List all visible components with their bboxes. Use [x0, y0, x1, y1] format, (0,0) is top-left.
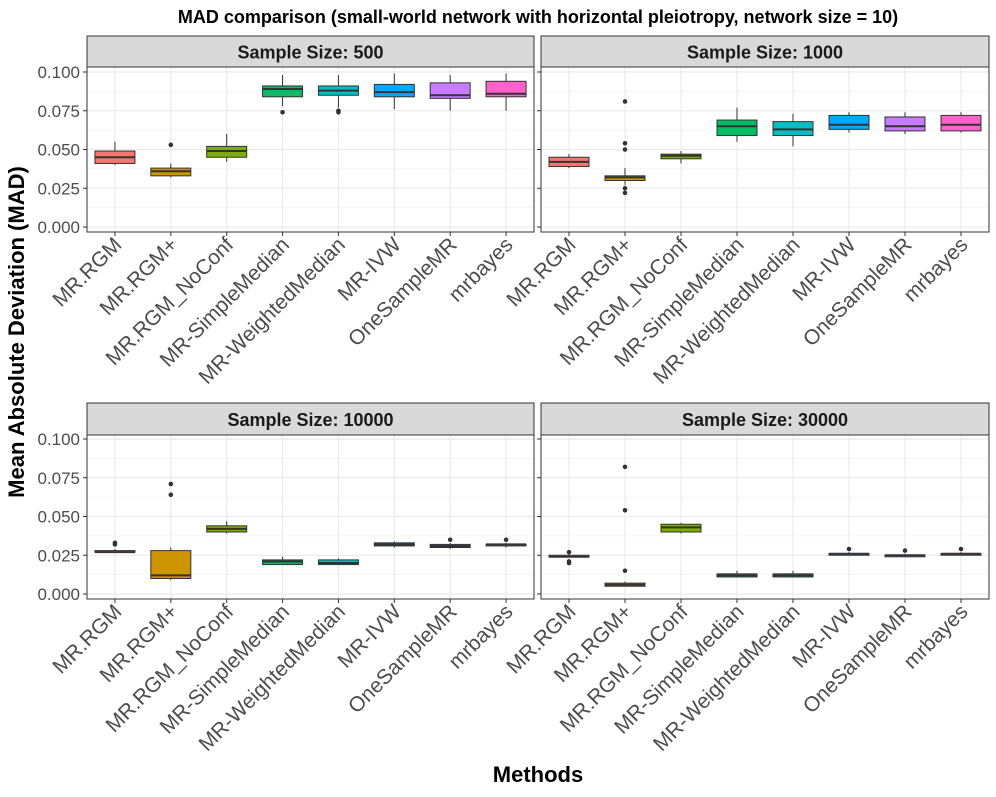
box-MR.RGM+: [604, 99, 646, 196]
box-MR.RGM: [94, 141, 136, 165]
outlier-point: [280, 110, 285, 115]
y-tick-label: 0.050: [37, 141, 80, 160]
facet-strip-label: Sample Size: 1000: [687, 43, 843, 63]
box-MR-SimpleMedian: [716, 570, 758, 578]
chart-title: MAD comparison (small-world network with…: [178, 7, 898, 27]
outlier-point: [622, 99, 628, 104]
box-MR-IVW: [828, 112, 870, 133]
box-MR-WeightedMedian: [772, 113, 814, 147]
outlier-point: [622, 147, 628, 152]
y-tick-label: 0.075: [37, 469, 80, 488]
outlier-point: [168, 142, 174, 148]
y-tick-label: 0.100: [37, 430, 80, 449]
box-OneSampleMR: [429, 75, 471, 111]
outlier-point: [846, 546, 852, 552]
y-tick-label: 0.000: [37, 585, 80, 604]
box-MR.RGM+: [150, 481, 192, 581]
box-MR.RGM: [548, 549, 590, 566]
box-body: [828, 114, 870, 130]
outlier-point: [902, 548, 908, 553]
facet-strip: [540, 35, 990, 68]
box-MR-SimpleMedian: [716, 107, 758, 142]
box-MR.RGM_NoConf: [660, 151, 702, 164]
facet-strip-label: Sample Size: 10000: [227, 410, 393, 430]
box-MR.RGM: [548, 154, 590, 169]
box-MR.RGM+: [604, 464, 646, 587]
outlier-point: [566, 560, 572, 566]
box-MR.RGM_NoConf: [660, 522, 702, 534]
y-tick-label: 0.025: [37, 546, 80, 565]
box-MR.RGM+: [150, 142, 192, 178]
outlier-point: [566, 549, 572, 555]
facet-panel: Sample Size: 1000MR.RGMMR.RGM+MR.RGM_NoC…: [502, 35, 990, 389]
box-body: [262, 85, 304, 98]
outlier-point: [622, 508, 628, 513]
box-body: [716, 119, 758, 137]
box-OneSampleMR: [884, 548, 926, 558]
outlier-point: [622, 464, 628, 470]
facet-panel: Sample Size: 10000 0.000 0.025 0.050 0.075 0.…: [37, 402, 535, 756]
outlier-point: [622, 190, 628, 196]
facet-strip: [86, 402, 535, 436]
x-axis-title: Methods: [493, 762, 583, 787]
outlier-point: [168, 481, 174, 487]
box-mrbayes: [485, 73, 527, 111]
box-OneSampleMR: [429, 537, 471, 550]
box-mrbayes: [940, 546, 982, 556]
box-MR.RGM: [94, 540, 136, 554]
box-MR-IVW: [828, 546, 870, 556]
box-OneSampleMR: [884, 112, 926, 134]
y-tick-label: 0.100: [37, 63, 80, 82]
outlier-point: [622, 185, 628, 191]
box-MR-SimpleMedian: [262, 556, 304, 566]
box-MR-WeightedMedian: [317, 558, 359, 566]
y-axis-title: Mean Absolute Deviation (MAD): [4, 166, 29, 498]
outlier-point: [503, 537, 509, 543]
outlier-point: [168, 492, 174, 498]
box-MR-SimpleMedian: [262, 75, 304, 115]
facet-strip: [86, 35, 535, 68]
outlier-point: [447, 537, 453, 543]
facet-panel: Sample Size: 30000MR.RGMMR.RGM+MR.RGM_No…: [502, 402, 990, 756]
box-mrbayes: [485, 537, 527, 548]
facet-strip-label: Sample Size: 500: [237, 43, 383, 63]
box-body: [940, 114, 982, 132]
box-body: [884, 116, 926, 132]
facet-panel: Sample Size: 500 0.000 0.025 0.050 0.075 0.10…: [37, 35, 535, 389]
box-MR-WeightedMedian: [317, 75, 359, 115]
panels-layer: Sample Size: 500 0.000 0.025 0.050 0.075 0.10…: [37, 35, 990, 756]
outlier-point: [336, 110, 341, 115]
box-MR-IVW: [373, 541, 415, 548]
y-tick-label: 0.075: [37, 102, 80, 121]
facet-strip-label: Sample Size: 30000: [682, 410, 848, 430]
outlier-point: [958, 546, 964, 552]
box-MR-WeightedMedian: [772, 570, 814, 578]
facet-strip: [540, 402, 990, 436]
outlier-point: [622, 141, 628, 146]
box-MR.RGM_NoConf: [206, 134, 248, 162]
outlier-point: [112, 542, 118, 547]
box-mrbayes: [940, 112, 982, 133]
y-tick-label: 0.000: [37, 218, 80, 237]
y-tick-label: 0.025: [37, 179, 80, 198]
y-tick-label: 0.050: [37, 508, 80, 527]
box-body: [373, 83, 415, 98]
box-body: [150, 550, 192, 579]
box-MR.RGM_NoConf: [206, 521, 248, 534]
box-MR-IVW: [373, 73, 415, 110]
outlier-point: [622, 568, 628, 574]
